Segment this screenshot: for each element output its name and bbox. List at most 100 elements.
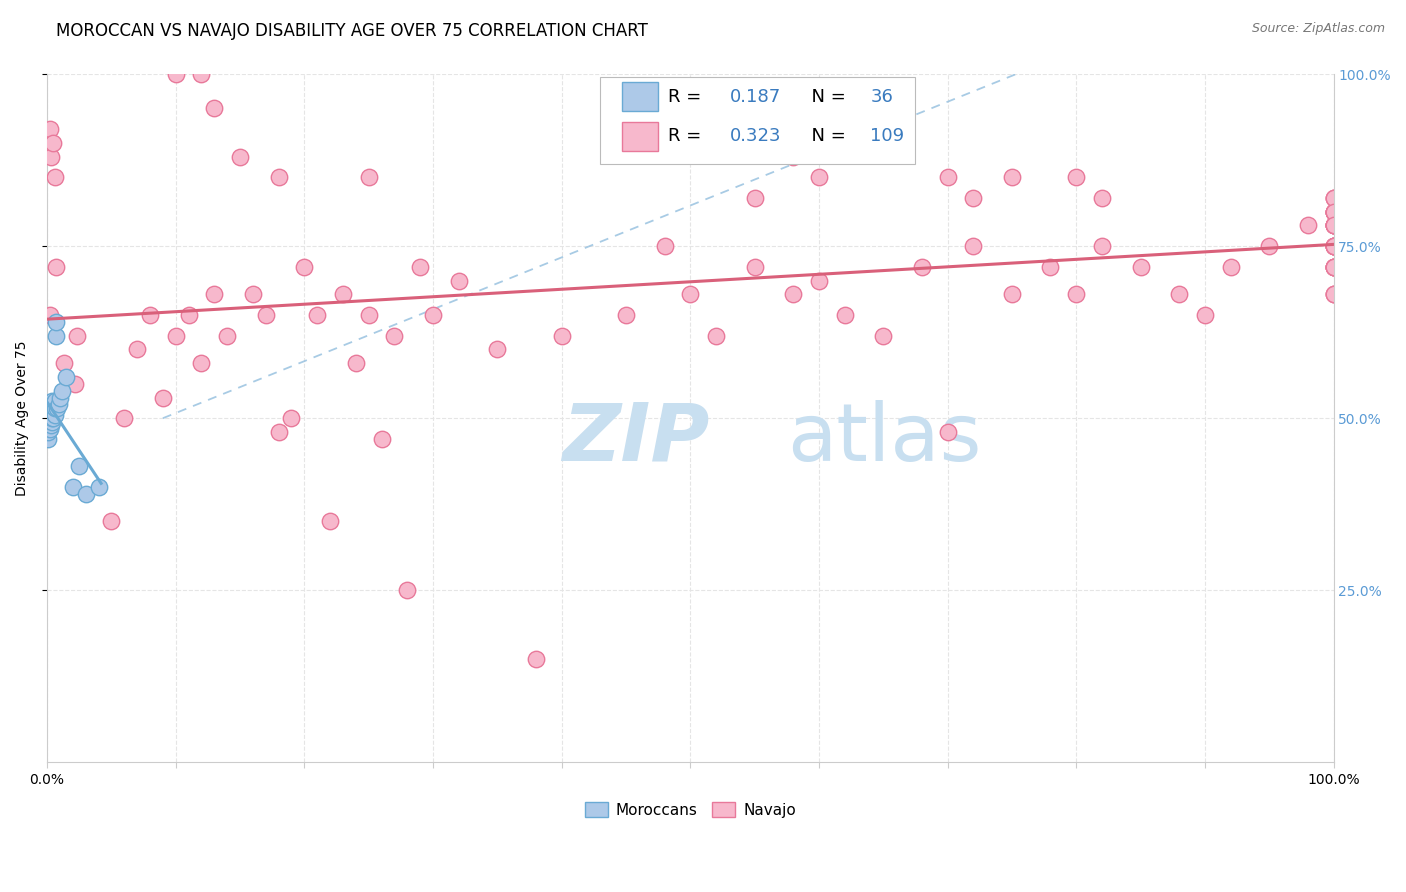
Text: atlas: atlas (787, 400, 981, 478)
Point (1322, 239, 1344, 253)
Text: MOROCCAN VS NAVAJO DISABILITY AGE OVER 75 CORRELATION CHART: MOROCCAN VS NAVAJO DISABILITY AGE OVER 7… (56, 22, 648, 40)
Point (1129, 260, 1152, 274)
Point (744, 191, 766, 205)
FancyBboxPatch shape (600, 78, 915, 163)
Point (332, 287, 354, 301)
Point (242, 287, 264, 301)
Point (962, 191, 984, 205)
Point (550, 328, 572, 343)
Point (357, 308, 380, 322)
Point (38, 122, 60, 136)
Point (1322, 219, 1344, 233)
Point (936, 170, 959, 185)
Text: 0.187: 0.187 (730, 87, 782, 105)
Point (190, 67, 212, 81)
Point (1039, 260, 1062, 274)
Point (1322, 191, 1344, 205)
Point (267, 425, 290, 439)
Point (807, 170, 830, 185)
Point (87, 480, 110, 494)
Point (834, 308, 856, 322)
Point (422, 308, 444, 322)
Point (447, 274, 470, 288)
Point (1322, 191, 1344, 205)
Y-axis label: Disability Age Over 75: Disability Age Over 75 (15, 341, 30, 496)
Point (1322, 219, 1344, 233)
Point (63, 376, 86, 391)
Point (39, 408, 62, 422)
Point (1168, 287, 1191, 301)
Point (165, 67, 187, 81)
Point (35, 411, 58, 425)
Point (37, 425, 59, 439)
Point (53, 356, 76, 370)
Point (486, 343, 509, 357)
Point (39, 404, 62, 418)
Point (782, 287, 804, 301)
Point (38, 415, 60, 429)
Point (1064, 170, 1087, 185)
Point (292, 260, 315, 274)
Point (357, 170, 380, 185)
Point (1322, 239, 1344, 253)
Point (1322, 204, 1344, 219)
Point (44, 408, 66, 422)
Point (41, 415, 63, 429)
Point (39, 150, 62, 164)
Point (1322, 260, 1344, 274)
Point (1064, 287, 1087, 301)
Point (112, 411, 135, 425)
Point (1322, 239, 1344, 253)
Point (41, 401, 63, 415)
Text: 36: 36 (870, 87, 893, 105)
Point (190, 356, 212, 370)
Point (1322, 204, 1344, 219)
Point (177, 308, 200, 322)
Point (1322, 239, 1344, 253)
Point (42, 404, 65, 418)
Point (37, 411, 59, 425)
Point (37, 432, 59, 446)
Point (280, 411, 302, 425)
Point (1296, 219, 1319, 233)
Point (1091, 191, 1114, 205)
Point (37, 415, 59, 429)
Point (45, 328, 67, 343)
Point (67, 459, 90, 474)
Point (1322, 239, 1344, 253)
Text: ZIP: ZIP (561, 400, 709, 478)
Point (139, 308, 162, 322)
Point (1322, 260, 1344, 274)
Point (744, 260, 766, 274)
Legend: Moroccans, Navajo: Moroccans, Navajo (579, 796, 801, 823)
Text: 109: 109 (870, 128, 904, 145)
Point (872, 328, 894, 343)
Point (75, 487, 97, 501)
Point (307, 308, 329, 322)
Point (319, 515, 342, 529)
Point (49, 391, 72, 405)
Point (38, 421, 60, 435)
Point (1322, 239, 1344, 253)
Point (39, 397, 62, 411)
Point (1322, 287, 1344, 301)
Point (38, 411, 60, 425)
Point (165, 328, 187, 343)
Point (217, 328, 239, 343)
Point (911, 260, 934, 274)
Point (267, 170, 290, 185)
Point (807, 274, 830, 288)
Point (344, 356, 367, 370)
Point (1322, 204, 1344, 219)
Point (370, 432, 392, 446)
Point (202, 102, 225, 116)
Point (202, 287, 225, 301)
Point (384, 328, 406, 343)
Point (254, 308, 277, 322)
Point (42, 136, 65, 150)
Point (654, 239, 676, 253)
Point (39, 411, 62, 425)
Point (44, 170, 66, 185)
Point (1322, 191, 1344, 205)
Point (1091, 239, 1114, 253)
